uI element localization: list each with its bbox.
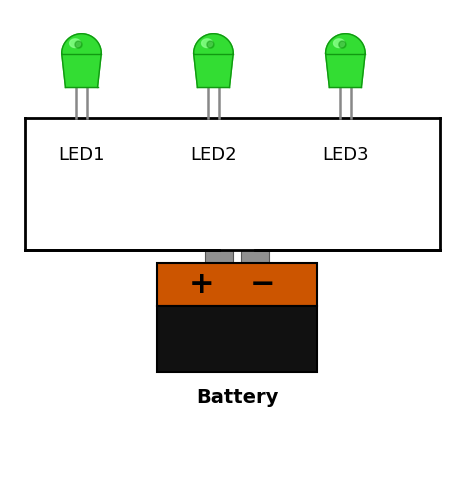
Polygon shape (62, 54, 101, 88)
Bar (241, 250, 269, 263)
Text: LED3: LED3 (322, 146, 369, 164)
Polygon shape (70, 39, 81, 48)
Text: LED2: LED2 (190, 146, 237, 164)
Bar (205, 250, 233, 263)
Text: LED1: LED1 (58, 146, 105, 164)
Polygon shape (207, 41, 214, 48)
Polygon shape (339, 41, 346, 48)
Polygon shape (194, 54, 233, 88)
Text: Battery: Battery (196, 388, 278, 407)
Polygon shape (75, 41, 82, 48)
Bar (157, 263, 317, 306)
Bar (157, 306, 317, 372)
Polygon shape (326, 54, 365, 88)
Polygon shape (62, 34, 101, 54)
Text: −: − (250, 270, 276, 299)
Polygon shape (201, 39, 213, 48)
Polygon shape (326, 34, 365, 54)
Polygon shape (194, 34, 233, 54)
Polygon shape (334, 39, 345, 48)
Text: +: + (189, 270, 214, 299)
